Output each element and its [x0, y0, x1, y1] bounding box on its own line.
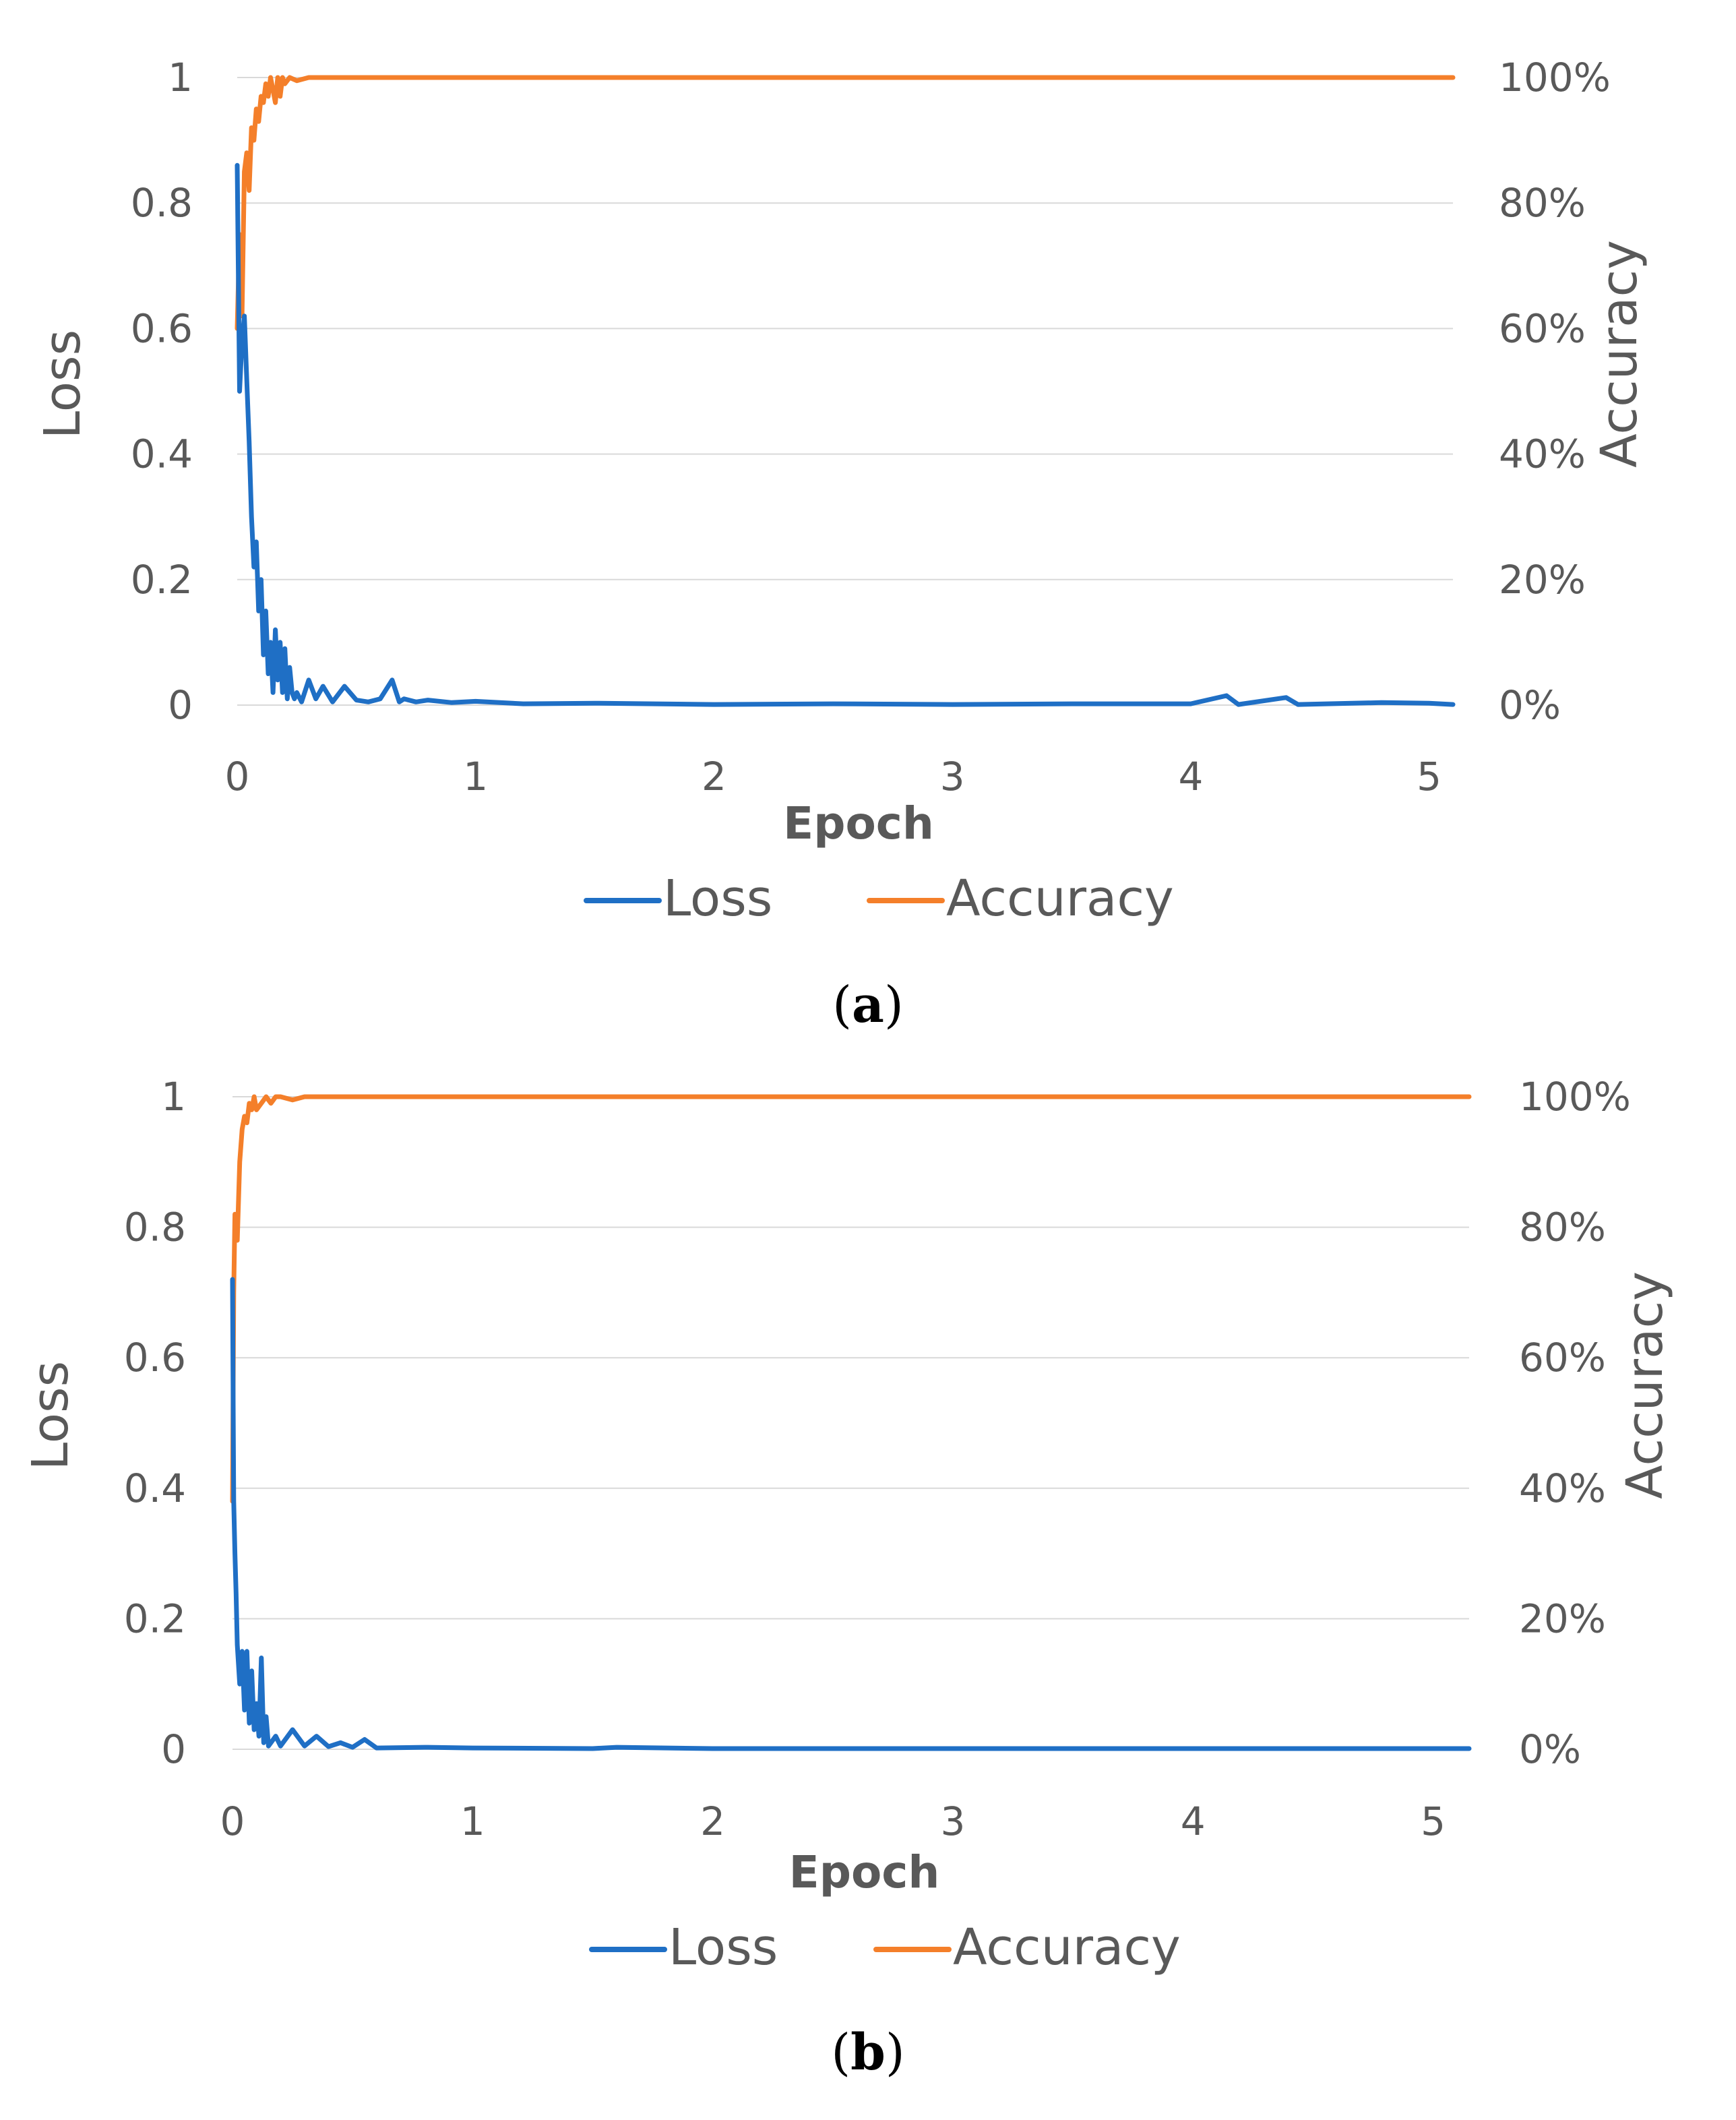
- x-tick-label: 0: [225, 754, 250, 799]
- x-tick-label: 3: [940, 754, 965, 799]
- panel-caption-letter: a: [852, 976, 884, 1034]
- panel-caption-letter: b: [850, 2024, 886, 2082]
- x-tick-label: 3: [940, 1798, 965, 1844]
- y-left-tick-label: 0.4: [124, 1465, 186, 1511]
- gridlines: [232, 1096, 1469, 1750]
- accuracy-series-line: [230, 1094, 1472, 1504]
- y-left-tick-label: 0.6: [124, 1335, 186, 1381]
- panel-caption: (a): [832, 976, 904, 1034]
- y-left-tick-label: 0.4: [131, 431, 193, 477]
- legend: Loss Accuracy: [589, 1918, 1181, 1976]
- loss-series-line: [230, 1277, 1472, 1751]
- accuracy-series-line: [235, 75, 1456, 331]
- y-right-tick-label: 100%: [1499, 55, 1611, 100]
- y-right-tick-label: 60%: [1519, 1335, 1606, 1381]
- y-right-tick-label: 80%: [1499, 180, 1586, 226]
- y-left-tick-label: 1: [161, 1074, 186, 1120]
- y-right-tick-label: 80%: [1519, 1205, 1606, 1250]
- y-left-axis-title: Loss: [34, 330, 92, 439]
- legend: Loss Accuracy: [584, 870, 1174, 928]
- legend-accuracy-label: Accuracy: [946, 870, 1174, 928]
- y-left-tick-label: 0.6: [131, 305, 193, 351]
- x-tick-label: 5: [1417, 754, 1442, 799]
- legend-loss-label: Loss: [663, 870, 772, 928]
- y-left-tick-label: 0.8: [124, 1205, 186, 1250]
- x-tick-label: 1: [463, 754, 488, 799]
- y-left-tick-label: 0.8: [131, 180, 193, 226]
- x-axis-title: Epoch: [783, 797, 934, 849]
- chart-panel-a: 0 0.2 0.4 0.6 0.8 1 0% 20% 40% 60% 80% 100% 0 1 2 3 4 5 Ep…: [34, 55, 1648, 1034]
- x-tick-label: 4: [1178, 754, 1203, 799]
- y-left-tick-label: 1: [168, 55, 193, 100]
- y-right-tick-label: 100%: [1519, 1074, 1631, 1120]
- legend-accuracy-label: Accuracy: [953, 1918, 1181, 1976]
- y-right-tick-label: 20%: [1519, 1596, 1606, 1641]
- chart-panel-b: 0 0.2 0.4 0.6 0.8 1 0% 20% 40% 60% 80% 100% 0 1 2 3 4 5 Ep…: [22, 1074, 1674, 2082]
- y-left-tick-label: 0.2: [131, 557, 193, 603]
- y-left-tick-label: 0: [161, 1726, 186, 1772]
- loss-series-line: [235, 162, 1456, 707]
- x-axis-title: Epoch: [789, 1846, 940, 1898]
- y-right-axis-title: Accuracy: [1590, 240, 1648, 468]
- y-right-tick-label: 40%: [1519, 1465, 1606, 1511]
- x-tick-label: 2: [700, 1798, 725, 1844]
- y-right-axis-title: Accuracy: [1616, 1271, 1674, 1499]
- y-right-tick-label: 40%: [1499, 431, 1586, 477]
- y-right-tick-label: 20%: [1499, 557, 1586, 603]
- y-left-axis-title: Loss: [22, 1361, 80, 1470]
- y-left-tick-label: 0: [168, 682, 193, 728]
- x-tick-label: 5: [1421, 1798, 1446, 1844]
- panel-caption: (b): [831, 2024, 905, 2082]
- y-right-tick-label: 0%: [1499, 682, 1561, 728]
- y-left-tick-label: 0.2: [124, 1596, 186, 1641]
- y-right-tick-label: 60%: [1499, 305, 1586, 351]
- legend-loss-label: Loss: [669, 1918, 778, 1976]
- x-tick-label: 4: [1181, 1798, 1206, 1844]
- x-tick-label: 2: [702, 754, 726, 799]
- y-right-tick-label: 0%: [1519, 1726, 1581, 1772]
- x-tick-label: 1: [460, 1798, 485, 1844]
- x-tick-label: 0: [220, 1798, 245, 1844]
- gridlines: [237, 77, 1453, 706]
